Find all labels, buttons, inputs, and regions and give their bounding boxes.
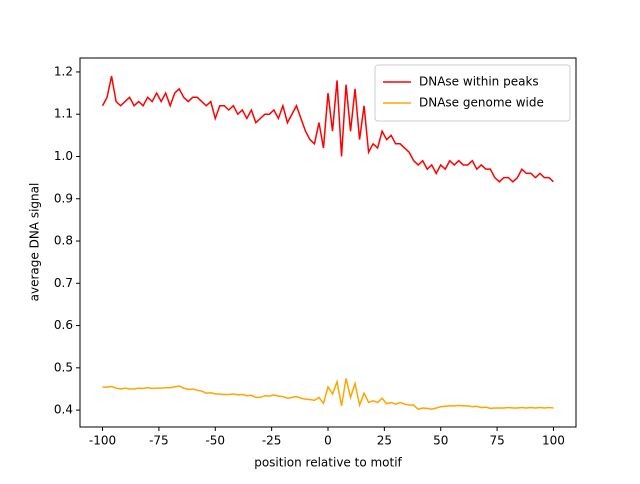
y-tick-label: 0.7: [54, 276, 73, 290]
x-tick-label: 0: [324, 434, 332, 448]
x-tick-label: 50: [433, 434, 448, 448]
y-tick-label: 0.5: [54, 360, 73, 374]
y-tick-label: 0.4: [54, 403, 73, 417]
y-axis-label: average DNA signal: [28, 183, 42, 302]
x-tick-label: 25: [377, 434, 392, 448]
x-tick-label: -50: [205, 434, 225, 448]
x-tick-label: -25: [262, 434, 282, 448]
x-axis-label: position relative to motif: [254, 456, 402, 470]
y-tick-label: 0.6: [54, 318, 73, 332]
y-tick-label: 0.9: [54, 191, 73, 205]
y-tick-label: 1.0: [54, 149, 73, 163]
y-tick-label: 1.2: [54, 64, 73, 78]
x-tick-label: -100: [89, 434, 116, 448]
axes-frame: [79, 57, 577, 428]
series-line: [101, 76, 554, 183]
legend-label: DNAse within peaks: [419, 75, 539, 89]
y-tick-label: 0.8: [54, 234, 73, 248]
x-tick-label: 75: [489, 434, 504, 448]
legend-label: DNAse genome wide: [419, 96, 544, 110]
series-line: [102, 378, 554, 411]
x-tick-label: 100: [542, 434, 565, 448]
y-tick-label: 1.1: [54, 107, 73, 121]
x-tick-label: -75: [149, 434, 169, 448]
legend-box: [374, 64, 571, 122]
